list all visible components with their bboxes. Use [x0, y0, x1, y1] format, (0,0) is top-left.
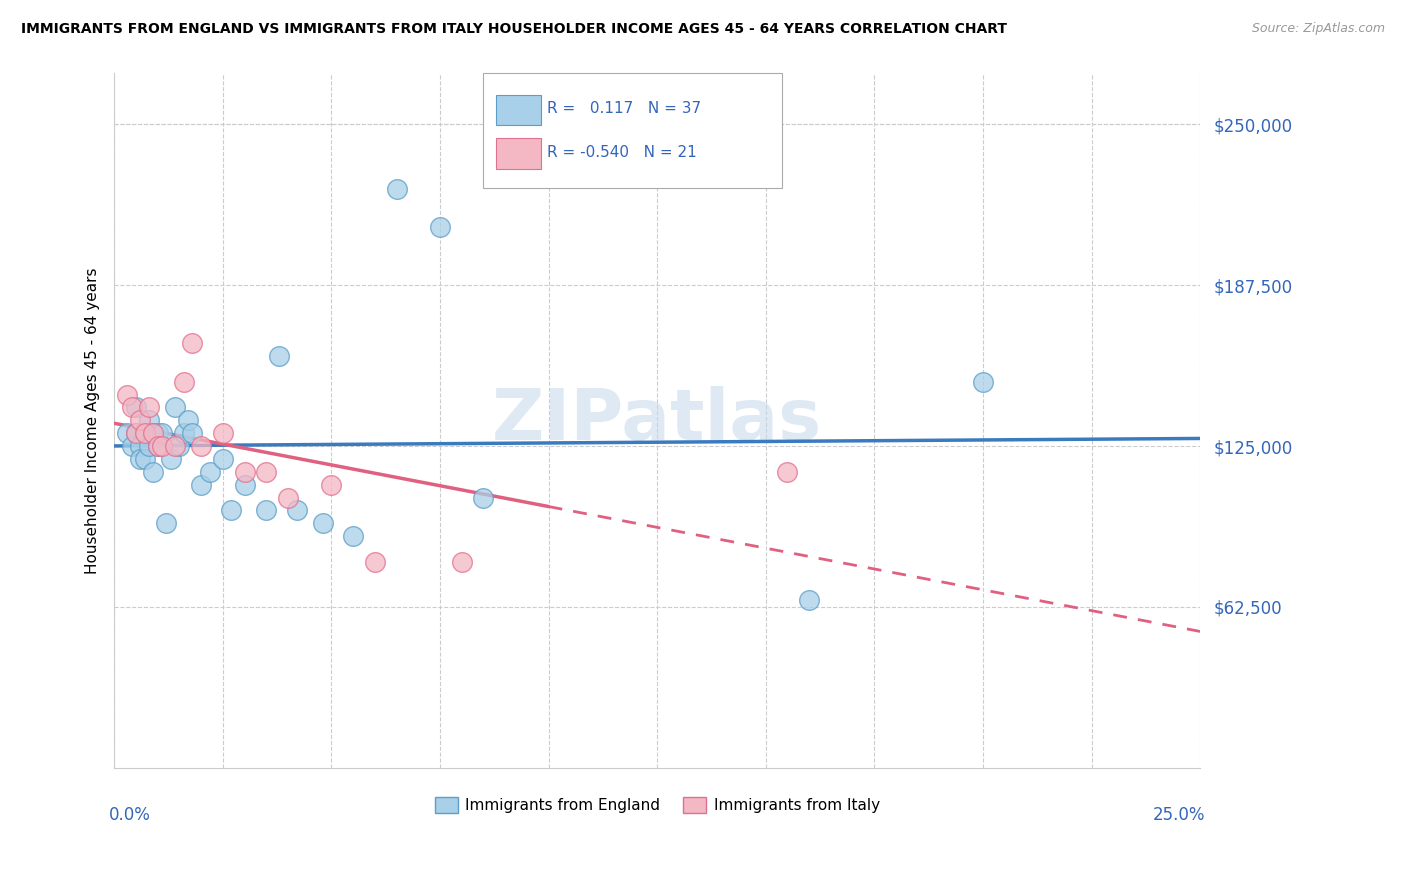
Legend: Immigrants from England, Immigrants from Italy: Immigrants from England, Immigrants from…: [429, 791, 886, 819]
Y-axis label: Householder Income Ages 45 - 64 years: Householder Income Ages 45 - 64 years: [86, 267, 100, 574]
Point: [142, 426, 165, 441]
Point: [125, 426, 148, 441]
Point: [125, 401, 148, 415]
Point: [190, 477, 212, 491]
Point: [211, 426, 233, 441]
FancyBboxPatch shape: [496, 95, 541, 125]
Point: [163, 401, 186, 415]
Point: [138, 413, 160, 427]
Point: [472, 491, 495, 505]
Point: [277, 491, 299, 505]
Point: [125, 426, 148, 441]
Point: [138, 401, 160, 415]
Point: [211, 452, 233, 467]
Point: [115, 387, 138, 401]
Text: 25.0%: 25.0%: [1153, 805, 1205, 824]
Point: [254, 465, 277, 479]
Text: ZIPatlas: ZIPatlas: [492, 386, 823, 455]
Point: [364, 555, 387, 569]
Point: [198, 465, 221, 479]
Point: [150, 426, 173, 441]
Point: [169, 439, 191, 453]
Point: [429, 220, 451, 235]
Text: IMMIGRANTS FROM ENGLAND VS IMMIGRANTS FROM ITALY HOUSEHOLDER INCOME AGES 45 - 64: IMMIGRANTS FROM ENGLAND VS IMMIGRANTS FR…: [21, 22, 1007, 37]
Point: [142, 465, 165, 479]
Point: [163, 439, 186, 453]
Point: [385, 182, 408, 196]
Point: [115, 426, 138, 441]
Point: [321, 477, 343, 491]
Point: [342, 529, 364, 543]
Point: [181, 426, 204, 441]
Point: [285, 503, 308, 517]
Point: [129, 452, 152, 467]
Point: [142, 426, 165, 441]
Point: [173, 426, 195, 441]
Text: R =   0.117   N = 37: R = 0.117 N = 37: [547, 101, 702, 116]
Point: [150, 439, 173, 453]
Point: [177, 413, 200, 427]
Text: R = -0.540   N = 21: R = -0.540 N = 21: [547, 145, 697, 160]
Point: [776, 465, 799, 479]
Point: [134, 426, 156, 441]
Point: [155, 516, 177, 531]
Point: [269, 349, 291, 363]
Point: [221, 503, 243, 517]
Point: [138, 439, 160, 453]
Point: [121, 401, 143, 415]
Point: [190, 439, 212, 453]
FancyBboxPatch shape: [484, 73, 782, 187]
Point: [159, 452, 181, 467]
Point: [799, 593, 821, 607]
Point: [233, 477, 256, 491]
Point: [146, 426, 169, 441]
Point: [450, 555, 472, 569]
Text: Source: ZipAtlas.com: Source: ZipAtlas.com: [1251, 22, 1385, 36]
Point: [129, 413, 152, 427]
Point: [134, 426, 156, 441]
FancyBboxPatch shape: [496, 138, 541, 169]
Point: [312, 516, 335, 531]
Point: [146, 439, 169, 453]
Point: [129, 439, 152, 453]
Point: [972, 375, 994, 389]
Point: [146, 439, 169, 453]
Point: [254, 503, 277, 517]
Text: 0.0%: 0.0%: [108, 805, 150, 824]
Point: [233, 465, 256, 479]
Point: [181, 336, 204, 351]
Point: [134, 452, 156, 467]
Point: [121, 439, 143, 453]
Point: [173, 375, 195, 389]
